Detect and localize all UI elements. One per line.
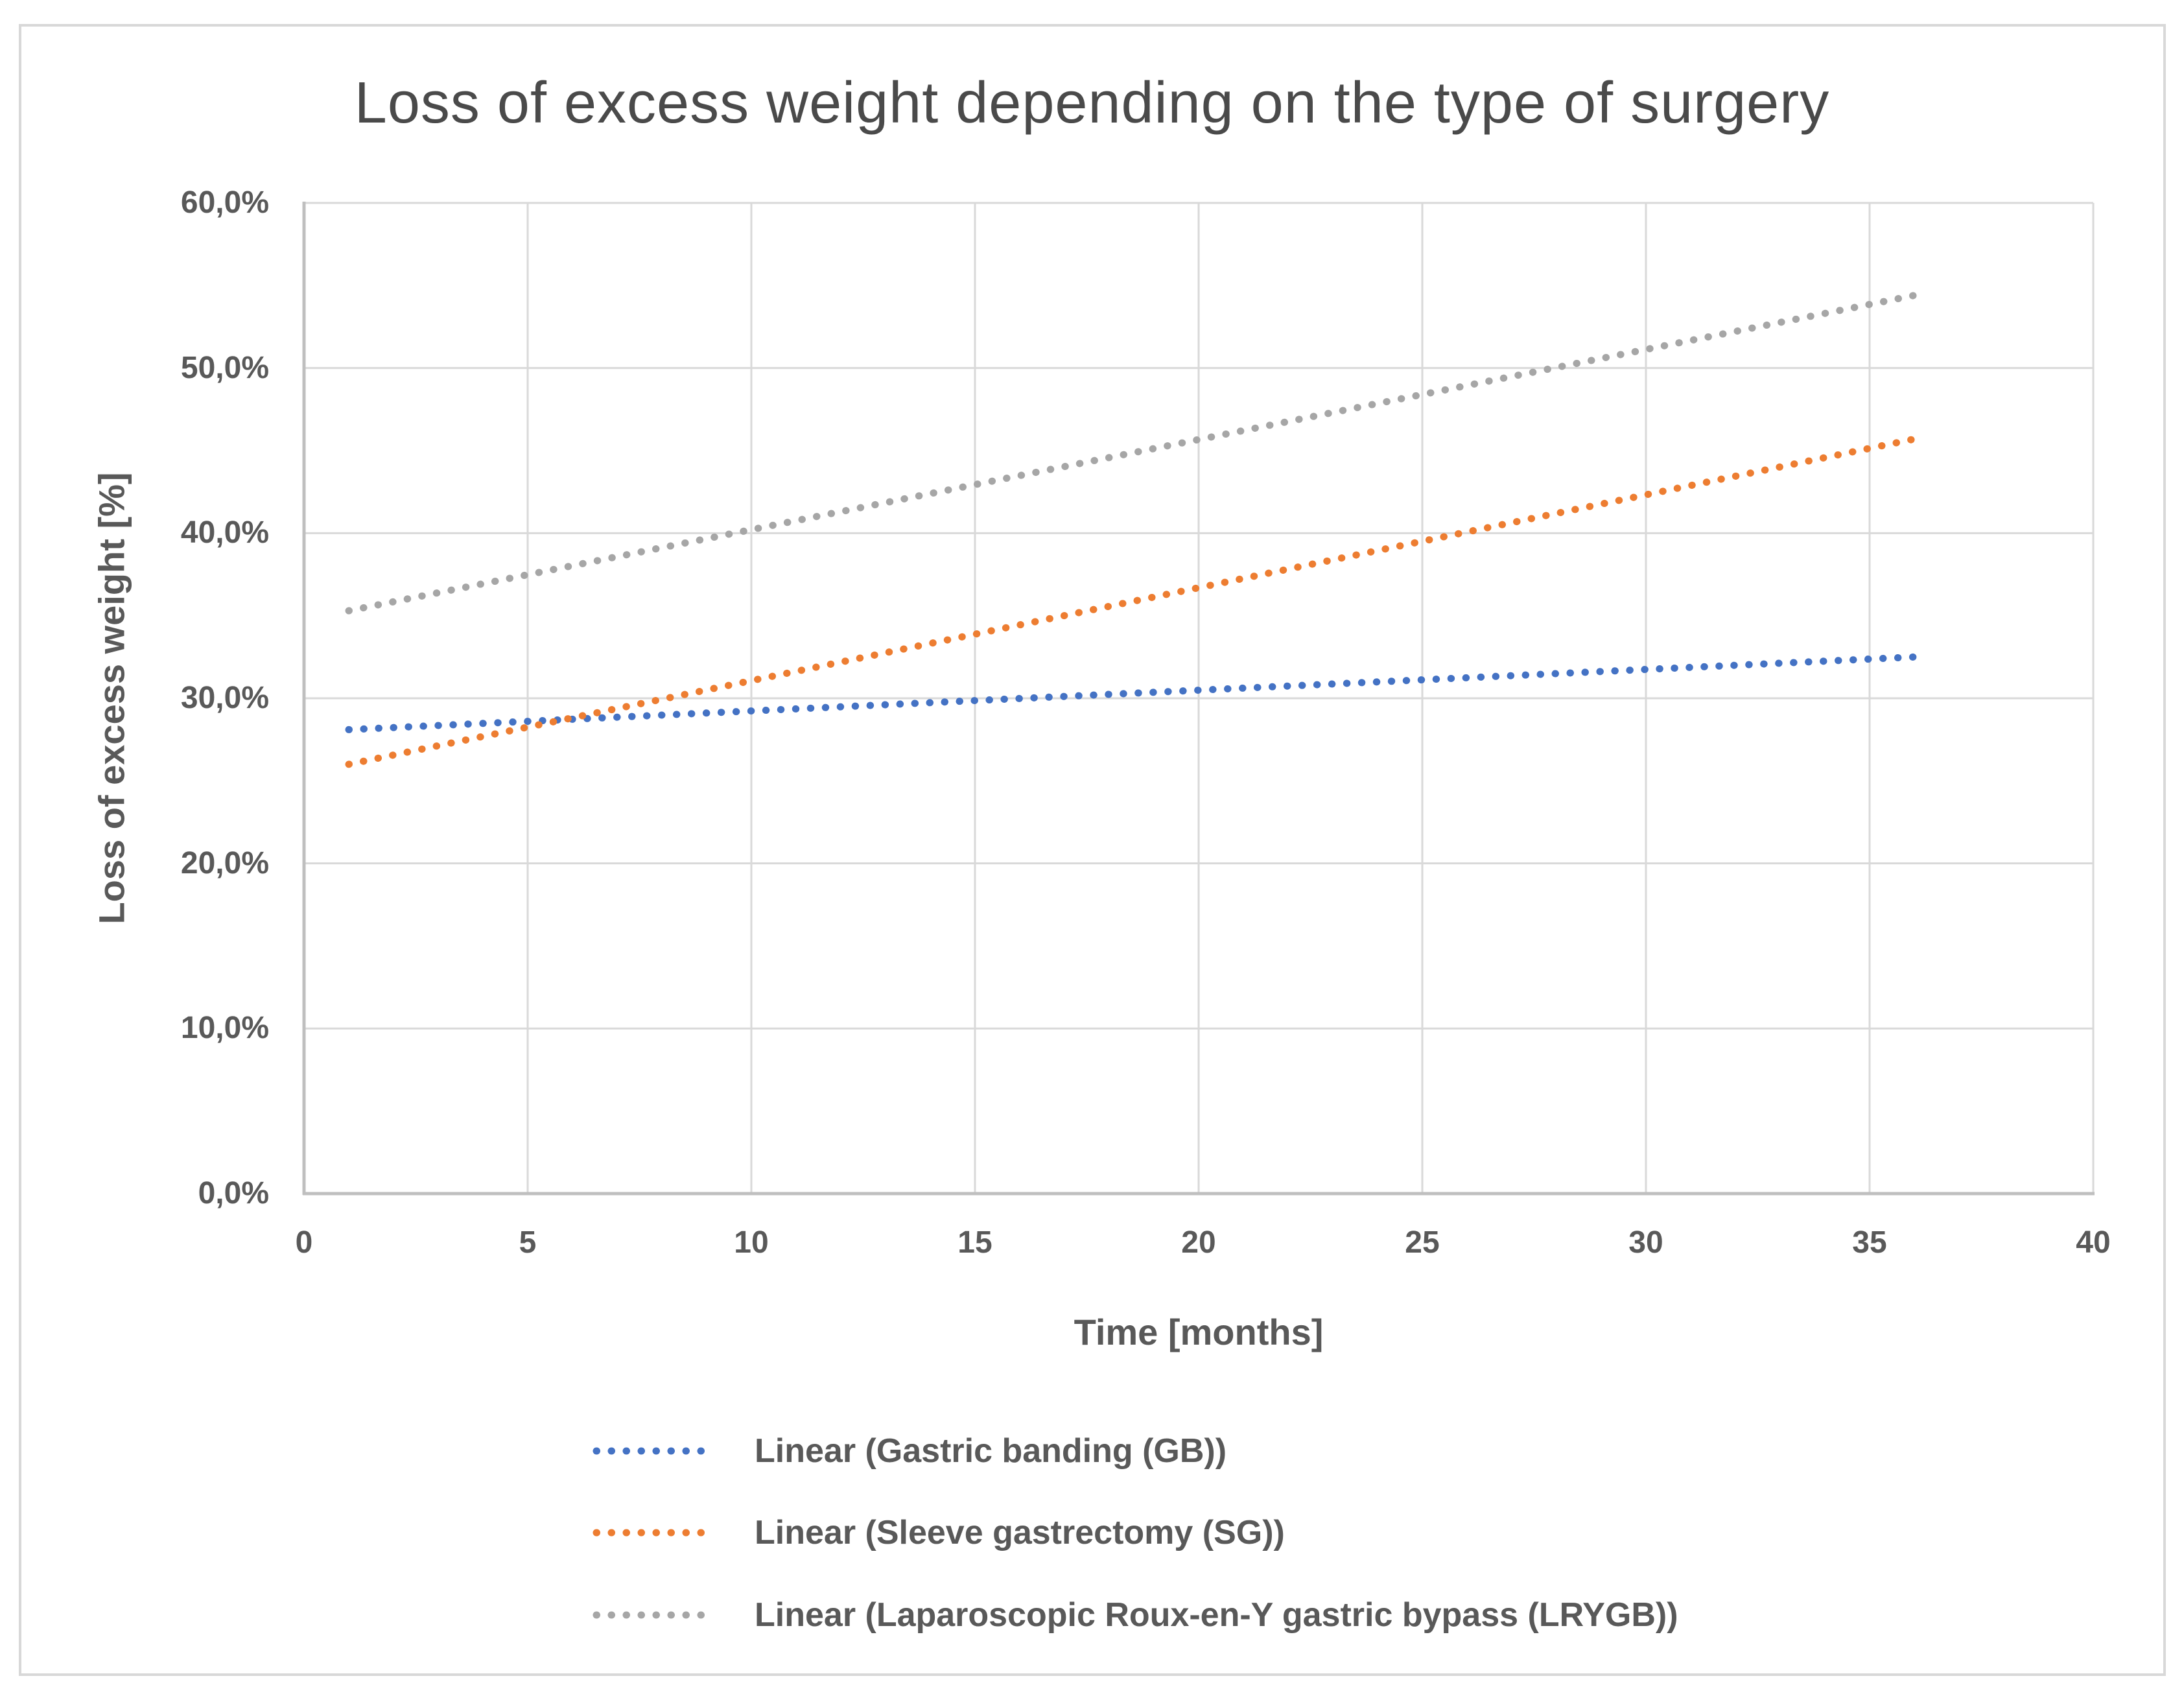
y-tick-label-60: 60,0% xyxy=(180,185,269,220)
legend-dotted-line-icon xyxy=(593,1611,720,1619)
legend-label: Linear (Gastric banding (GB)) xyxy=(755,1432,1227,1470)
x-tick-label-35: 35 xyxy=(1852,1225,1887,1260)
x-tick-label-0: 0 xyxy=(295,1225,313,1260)
legend-label: Linear (Sleeve gastrectomy (SG)) xyxy=(755,1514,1285,1551)
x-tick-label-30: 30 xyxy=(1628,1225,1663,1260)
x-tick-label-25: 25 xyxy=(1405,1225,1440,1260)
x-tick-label-15: 15 xyxy=(957,1225,992,1260)
x-tick-label-20: 20 xyxy=(1181,1225,1216,1260)
x-tick-label-5: 5 xyxy=(519,1225,537,1260)
y-tick-label-0: 0,0% xyxy=(198,1176,269,1210)
trendline-laparoscopic-roux-en-y-gastric-bypass-lrygb xyxy=(345,292,1918,615)
y-tick-label-10: 10,0% xyxy=(180,1011,269,1046)
y-tick-label-50: 50,0% xyxy=(180,350,269,385)
x-tick-label-10: 10 xyxy=(734,1225,769,1260)
legend-label: Linear (Laparoscopic Roux-en-Y gastric b… xyxy=(755,1596,1678,1634)
y-tick-label-30: 30,0% xyxy=(180,681,269,715)
legend-dotted-line-icon xyxy=(593,1529,720,1537)
x-tick-label-40: 40 xyxy=(2076,1225,2111,1260)
chart-title: Loss of excess weight depending on the t… xyxy=(354,71,1830,136)
legend-item-sleeve-gastrectomy-sg: Linear (Sleeve gastrectomy (SG)) xyxy=(591,1516,1285,1550)
trendline-sleeve-gastrectomy-sg xyxy=(345,435,1918,768)
y-tick-label-40: 40,0% xyxy=(180,515,269,550)
y-tick-label-20: 20,0% xyxy=(180,845,269,880)
legend-item-laparoscopic-roux-en-y-gastric-bypass-lrygb: Linear (Laparoscopic Roux-en-Y gastric b… xyxy=(591,1598,1678,1632)
legend-item-gastric-banding-gb: Linear (Gastric banding (GB)) xyxy=(591,1434,1227,1468)
legend-dotted-line-icon xyxy=(593,1447,720,1455)
y-axis-title: Loss of excess weight [%] xyxy=(91,472,132,925)
chart-frame xyxy=(19,24,2166,1676)
x-axis-title: Time [months] xyxy=(1074,1312,1324,1352)
